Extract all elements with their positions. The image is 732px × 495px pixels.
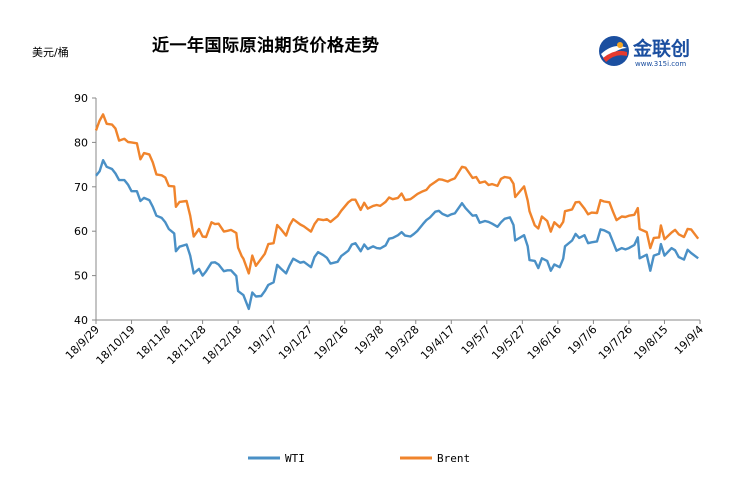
x-tick-label: 19/3/28 [383, 323, 422, 362]
x-tick-label: 19/5/7 [459, 323, 493, 357]
x-tick-label: 18/12/18 [200, 323, 244, 367]
chart-legend: WTI Brent [248, 452, 470, 465]
y-axis-ticks: 40 50 60 70 80 90 [74, 92, 96, 327]
y-tick-label: 70 [74, 181, 88, 194]
chart-axes [95, 98, 700, 321]
x-tick-label: 19/6/16 [525, 323, 564, 362]
series-line-brent [94, 113, 700, 275]
x-tick-label: 19/3/8 [352, 323, 386, 357]
x-tick-label: 19/7/6 [565, 323, 599, 357]
x-tick-label: 19/5/27 [489, 323, 528, 362]
company-logo: 金联创 www.315i.com [597, 28, 717, 74]
chart-title: 近一年国际原油期货价格走势 [152, 36, 380, 56]
y-tick-label: 60 [74, 225, 88, 238]
logo-url: www.315i.com [635, 60, 687, 68]
y-tick-label: 50 [74, 270, 88, 283]
x-tick-label: 19/9/4 [672, 323, 706, 357]
y-tick-label: 40 [74, 314, 88, 327]
y-tick-label: 90 [74, 92, 88, 105]
x-tick-label: 19/4/17 [418, 323, 457, 362]
series-line-wti [95, 159, 699, 311]
chart-series [94, 113, 700, 311]
x-tick-label: 19/7/26 [596, 323, 635, 362]
x-tick-label: 19/8/15 [631, 323, 670, 362]
logo-name: 金联创 [633, 38, 691, 60]
x-tick-label: 19/1/7 [246, 323, 280, 357]
legend-label-wti: WTI [285, 452, 305, 465]
x-tick-label: 19/2/16 [312, 323, 351, 362]
x-tick-label: 19/1/27 [276, 323, 315, 362]
y-tick-label: 80 [74, 136, 88, 149]
x-tick-label: 18/10/19 [94, 323, 138, 367]
legend-label-brent: Brent [437, 452, 470, 465]
y-axis-unit-label: 美元/桶 [32, 46, 69, 59]
logo-globe-icon [599, 36, 629, 66]
